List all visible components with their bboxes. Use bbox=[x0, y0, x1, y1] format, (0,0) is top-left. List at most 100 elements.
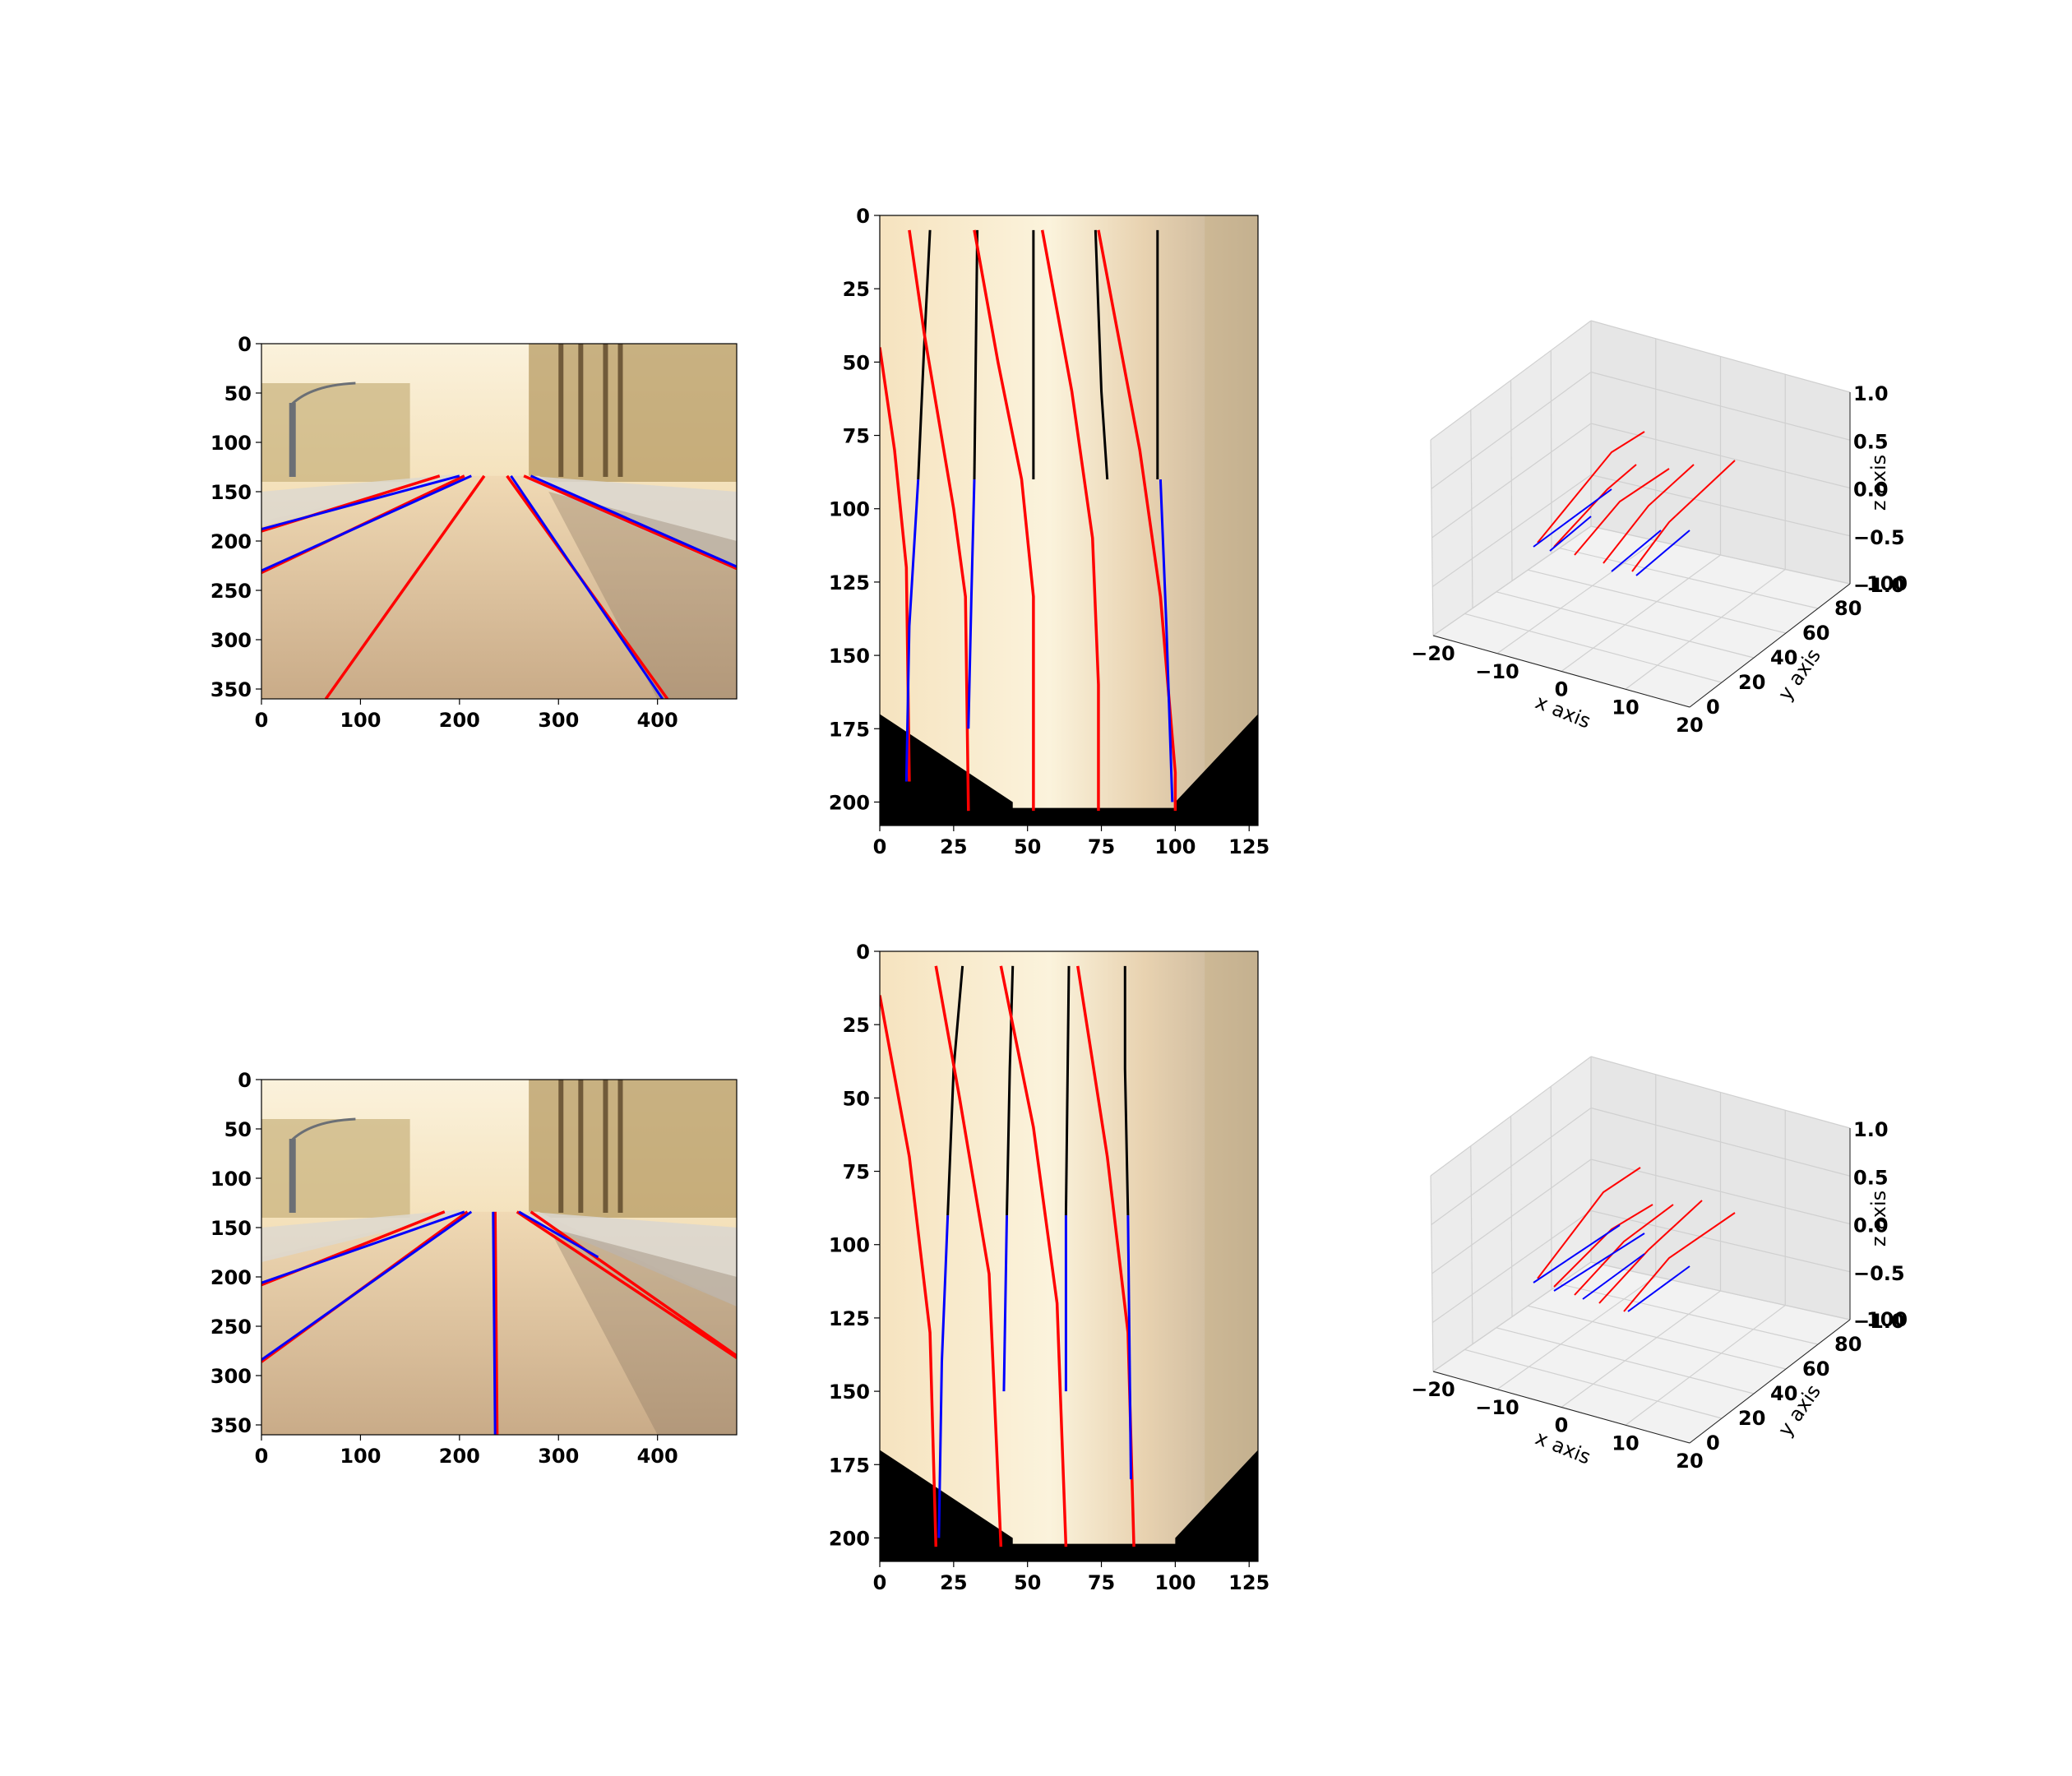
right-grid bbox=[1590, 371, 1851, 441]
lane-ground-truth bbox=[937, 1214, 950, 1538]
x-tick-label-3d: −20 bbox=[1411, 1378, 1455, 1401]
tree-shadow bbox=[548, 492, 737, 699]
lane-ground-truth bbox=[261, 474, 472, 572]
road bbox=[261, 475, 737, 699]
y-tick-label-3d: 40 bbox=[1770, 646, 1797, 669]
image-content bbox=[261, 1080, 737, 1435]
x-tick-label-3d: 0 bbox=[1555, 1414, 1569, 1437]
floor-grid bbox=[1528, 569, 1787, 634]
y-tick-label-3d: 60 bbox=[1802, 1357, 1829, 1381]
y-tick-label-3d: 0 bbox=[1706, 1431, 1720, 1455]
x-tick-label-3d: −20 bbox=[1411, 642, 1455, 665]
y-tick-label: 100 bbox=[829, 1234, 870, 1257]
bev-mask bbox=[880, 714, 1258, 826]
x-tick-label-3d: 20 bbox=[1676, 1450, 1703, 1473]
lane-ground-truth-3d bbox=[1635, 530, 1690, 576]
right-grid bbox=[1590, 1056, 1851, 1129]
lane-ground-truth-3d bbox=[1553, 1233, 1645, 1292]
left-grid bbox=[1431, 474, 1592, 587]
lane-black bbox=[1064, 965, 1071, 1216]
lane-ground-truth bbox=[510, 474, 664, 699]
tree-trunk bbox=[617, 1080, 623, 1213]
lane-ground-truth-3d bbox=[1549, 516, 1592, 552]
x-tick-label-3d: 10 bbox=[1612, 696, 1639, 719]
tree-trunk bbox=[578, 344, 584, 477]
tree-trunk bbox=[617, 344, 623, 477]
y-tick-label: 100 bbox=[829, 498, 870, 521]
y-tick-label: 250 bbox=[210, 1316, 252, 1339]
image-content bbox=[880, 951, 1258, 1561]
x-tick-label: 125 bbox=[1228, 835, 1270, 858]
z-tick-label-3d: −0.5 bbox=[1853, 1262, 1905, 1285]
floor-grid bbox=[1496, 1276, 1657, 1390]
lane-ground-truth-3d bbox=[1533, 1224, 1621, 1283]
tree-trunk bbox=[603, 1080, 608, 1213]
y-tick-label: 250 bbox=[210, 580, 252, 603]
lane-prediction bbox=[934, 965, 1003, 1547]
lane-ground-truth bbox=[1002, 1215, 1009, 1392]
y-tick-label: 125 bbox=[829, 1307, 870, 1330]
3d-panel-row1: −20−10010200204060801001.00.50.0−0.5−1.0… bbox=[1411, 320, 1908, 737]
trees-right bbox=[529, 1080, 737, 1218]
axes-frame bbox=[261, 343, 738, 700]
lane-prediction-3d bbox=[1623, 1212, 1736, 1312]
right-grid bbox=[1590, 423, 1851, 489]
lane-black bbox=[973, 229, 979, 480]
x-tick-label: 25 bbox=[940, 1571, 967, 1594]
bev-background bbox=[880, 215, 1258, 826]
z-tick-label-3d: 1.0 bbox=[1853, 1118, 1889, 1141]
z-tick-label-3d: 0.5 bbox=[1853, 1166, 1889, 1189]
y-tick-label: 50 bbox=[843, 351, 870, 374]
right-grid bbox=[1590, 474, 1851, 537]
y-tick-label: 200 bbox=[210, 1266, 252, 1289]
x-tick-label: 100 bbox=[1154, 1571, 1196, 1594]
x-tick-label-3d: 0 bbox=[1555, 678, 1569, 701]
trees-right bbox=[529, 344, 737, 482]
lane-prediction bbox=[880, 995, 938, 1547]
bev-mask bbox=[880, 1450, 1258, 1561]
x-tick-label: 100 bbox=[340, 709, 381, 732]
lane-prediction-3d bbox=[1537, 431, 1645, 543]
left-grid bbox=[1431, 372, 1592, 489]
z-tick-label-3d: −1.0 bbox=[1853, 574, 1905, 597]
x-tick-label: 50 bbox=[1014, 835, 1041, 858]
y-tick-label: 300 bbox=[210, 1365, 252, 1388]
x-tick-label: 75 bbox=[1088, 835, 1115, 858]
lane-prediction bbox=[999, 965, 1068, 1547]
floor-grid bbox=[1625, 1305, 1786, 1426]
x-tick-label: 50 bbox=[1014, 1571, 1041, 1594]
barrier-right bbox=[529, 1211, 737, 1307]
left-grid bbox=[1430, 320, 1592, 441]
lane-prediction bbox=[973, 229, 1035, 812]
lane-ground-truth bbox=[492, 1211, 497, 1435]
y-tick-label: 75 bbox=[843, 1161, 870, 1184]
y-tick-label-3d: 20 bbox=[1738, 1407, 1765, 1430]
right-grid bbox=[1590, 1159, 1851, 1225]
floor-grid bbox=[1464, 613, 1723, 683]
lane-ground-truth bbox=[967, 479, 976, 729]
z-axis-label: z axis bbox=[1867, 455, 1890, 511]
y-tick-label: 200 bbox=[210, 530, 252, 553]
floor-grid bbox=[1496, 1327, 1755, 1394]
lamp-post bbox=[289, 1139, 296, 1213]
z-tick-label-3d: 0.0 bbox=[1853, 479, 1889, 502]
y-tick-label: 150 bbox=[829, 645, 870, 668]
lane-ground-truth bbox=[261, 474, 460, 531]
trees-left bbox=[261, 383, 410, 482]
y-tick-label: 350 bbox=[210, 1414, 252, 1437]
floor-grid bbox=[1625, 569, 1786, 690]
lane-ground-truth-3d bbox=[1611, 530, 1662, 572]
lane-prediction bbox=[908, 229, 970, 812]
tree-trunk bbox=[578, 1080, 584, 1213]
axes-frame bbox=[879, 215, 1259, 826]
lamp-post bbox=[289, 403, 296, 477]
left-grid bbox=[1431, 423, 1592, 539]
axis-edge bbox=[1432, 1371, 1690, 1444]
z-axis-label: z axis bbox=[1867, 1191, 1890, 1246]
y-tick-label: 175 bbox=[829, 1454, 870, 1477]
x-tick-label: 0 bbox=[873, 1571, 887, 1594]
x-tick-label: 125 bbox=[1228, 1571, 1270, 1594]
z-tick-label-3d: −1.0 bbox=[1853, 1310, 1905, 1333]
lane-ground-truth bbox=[261, 1210, 473, 1362]
